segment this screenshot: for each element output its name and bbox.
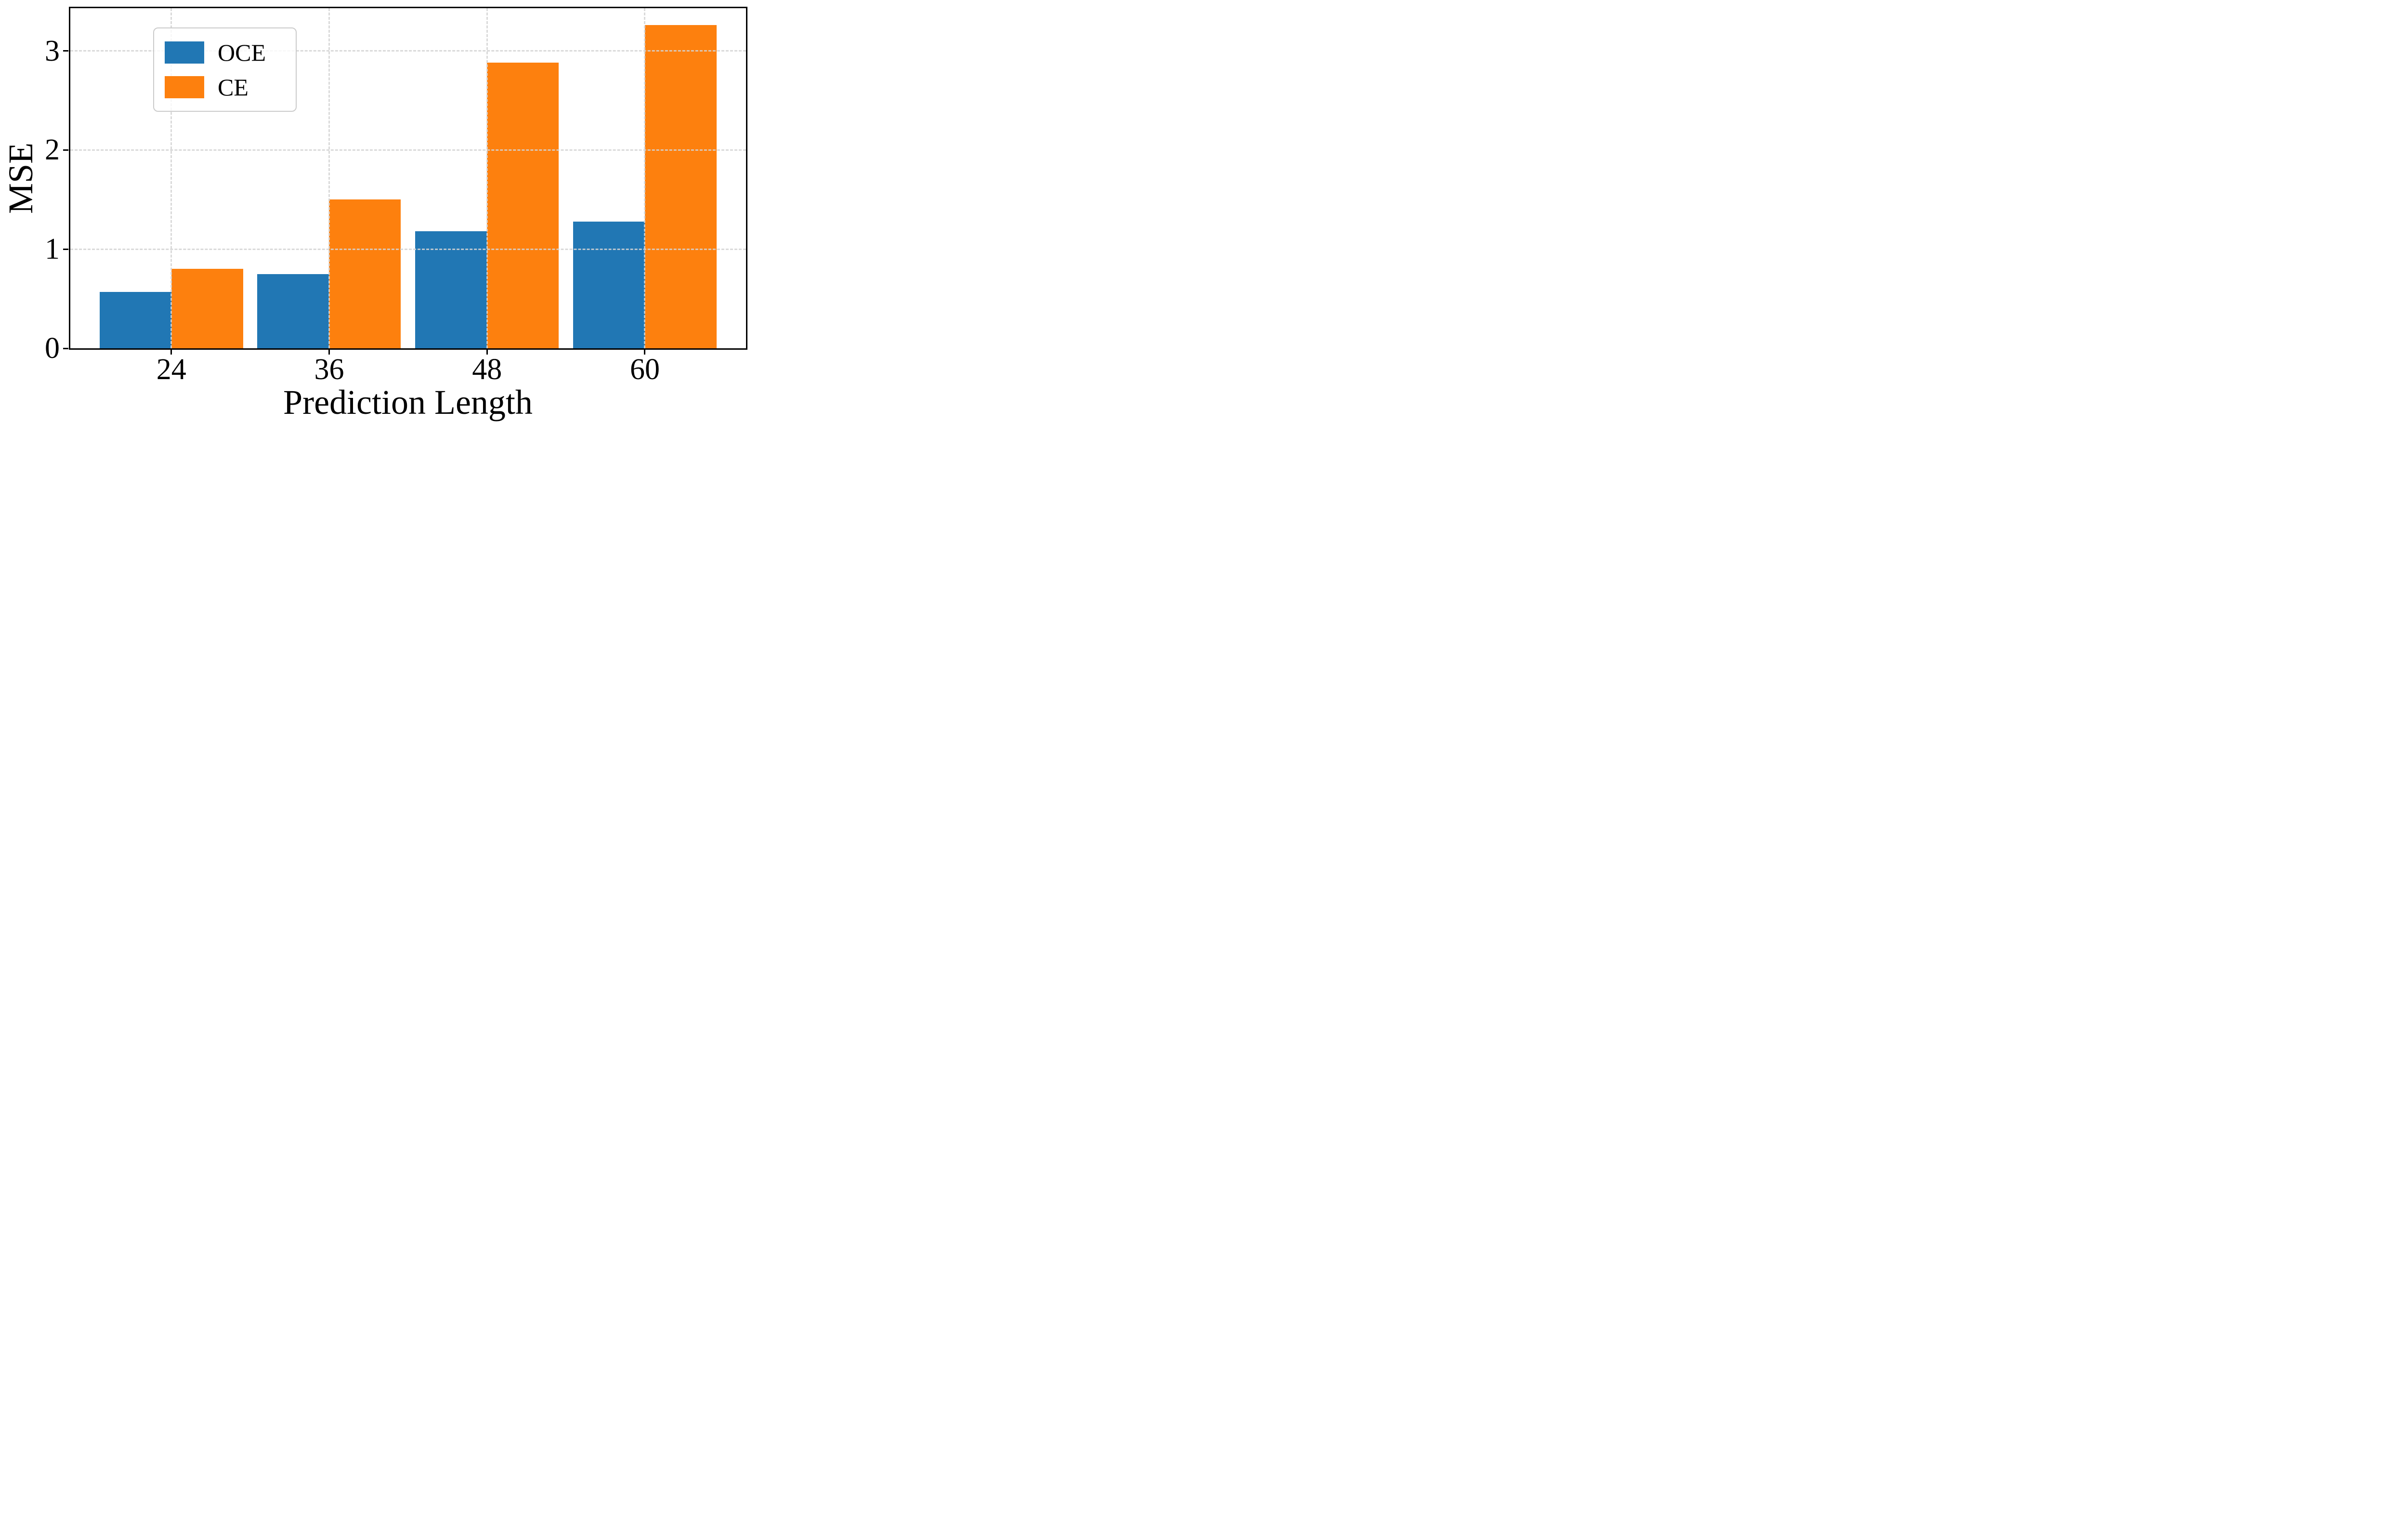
gridline-y-1 — [70, 248, 746, 250]
x-tick-60 — [644, 349, 646, 355]
plot-area: OCE CE — [69, 7, 747, 350]
y-axis-label: MSE — [1, 142, 40, 214]
bar-ce-24 — [171, 269, 243, 348]
y-tick-2 — [63, 149, 68, 151]
x-axis-label: Prediction Length — [283, 383, 533, 422]
x-tick-48 — [486, 349, 488, 355]
x-tick-label-24: 24 — [156, 353, 186, 386]
plot-inner — [70, 8, 746, 348]
bar-oce-60 — [573, 221, 645, 348]
gridline-x-48 — [486, 8, 488, 348]
y-tick-label-3: 3 — [45, 34, 60, 67]
gridline-y-3 — [70, 50, 746, 52]
ce-color-swatch — [165, 76, 204, 98]
oce-color-swatch — [165, 41, 204, 64]
gridline-x-24 — [170, 8, 172, 348]
legend-row-oce: OCE — [165, 40, 296, 65]
gridline-x-60 — [644, 8, 646, 348]
y-tick-label-1: 1 — [45, 233, 60, 266]
legend-row-ce: CE — [165, 75, 296, 99]
bar-ce-48 — [487, 63, 559, 348]
legend-label-ce: CE — [218, 73, 249, 101]
legend-label-oce: OCE — [218, 39, 266, 66]
x-tick-label-60: 60 — [629, 353, 660, 386]
gridline-x-36 — [328, 8, 330, 348]
x-tick-24 — [170, 349, 172, 355]
bar-oce-48 — [415, 231, 487, 348]
x-tick-label-36: 36 — [314, 353, 344, 386]
gridline-y-2 — [70, 149, 746, 151]
bar-oce-36 — [257, 274, 329, 348]
legend: OCE CE — [153, 27, 297, 112]
y-tick-0 — [63, 347, 68, 349]
x-tick-label-48: 48 — [472, 353, 502, 386]
bar-chart-figure: OCE CE Prediction Length MSE 0 1 2 3 24 36 48 6… — [0, 0, 755, 430]
y-tick-3 — [63, 50, 68, 52]
y-tick-label-2: 2 — [45, 133, 60, 167]
bar-oce-24 — [99, 291, 171, 348]
bar-ce-60 — [644, 25, 717, 348]
y-tick-label-0: 0 — [45, 332, 60, 365]
x-tick-36 — [328, 349, 330, 355]
bar-ce-36 — [329, 199, 401, 348]
y-tick-1 — [63, 248, 68, 250]
